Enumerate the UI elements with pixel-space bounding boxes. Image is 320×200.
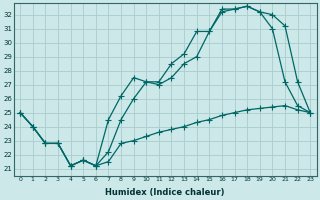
X-axis label: Humidex (Indice chaleur): Humidex (Indice chaleur) (106, 188, 225, 197)
